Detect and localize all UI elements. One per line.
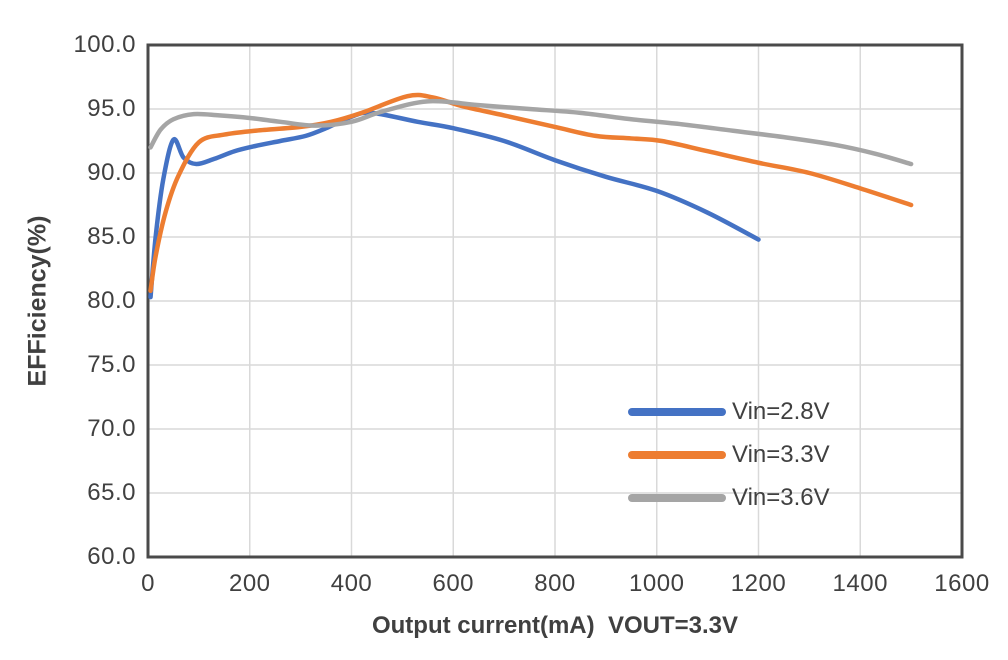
x-tick-label: 200	[228, 570, 271, 597]
legend-line-sample	[628, 407, 726, 416]
legend: Vin=2.8V Vin=3.3V Vin=3.6V	[628, 390, 830, 519]
y-tick-label: 80.0	[87, 287, 136, 314]
y-tick-label: 95.0	[87, 95, 136, 122]
y-tick-label: 85.0	[87, 223, 136, 250]
x-tick-label: 1000	[629, 570, 685, 597]
y-tick-label: 65.0	[87, 479, 136, 506]
x-tick-label: 800	[534, 570, 576, 597]
x-tick-label: 1200	[730, 570, 787, 597]
y-tick-label: 100.0	[73, 31, 136, 58]
x-tick-label: 600	[432, 570, 475, 597]
legend-line-sample	[628, 450, 726, 459]
x-axis-title: Output current(mA) VOUT=3.3V	[371, 612, 739, 639]
y-tick-label: 70.0	[87, 415, 136, 442]
y-axis-title: EFFiciency(%)	[23, 215, 52, 387]
legend-item: Vin=2.8V	[628, 390, 830, 433]
x-tick-label: 1600	[934, 570, 990, 597]
legend-item: Vin=3.3V	[628, 433, 830, 476]
legend-line-sample	[628, 493, 726, 502]
y-tick-label: 60.0	[87, 543, 136, 570]
x-tick-label: 1400	[832, 570, 888, 597]
legend-item: Vin=3.6V	[628, 476, 830, 519]
x-tick-label: 400	[330, 570, 373, 597]
x-tick-label: 0	[141, 570, 155, 597]
y-tick-label: 90.0	[87, 159, 136, 186]
series-line-vin-2.8v	[148, 110, 761, 300]
plot-border	[146, 43, 964, 559]
y-tick-label: 75.0	[87, 351, 136, 378]
series-line-vin-3.6v	[148, 98, 914, 167]
legend-label: Vin=3.6V	[732, 483, 830, 511]
series-line-vin-3.3v	[148, 92, 914, 294]
legend-label: Vin=3.3V	[732, 440, 830, 468]
legend-label: Vin=2.8V	[732, 397, 830, 425]
